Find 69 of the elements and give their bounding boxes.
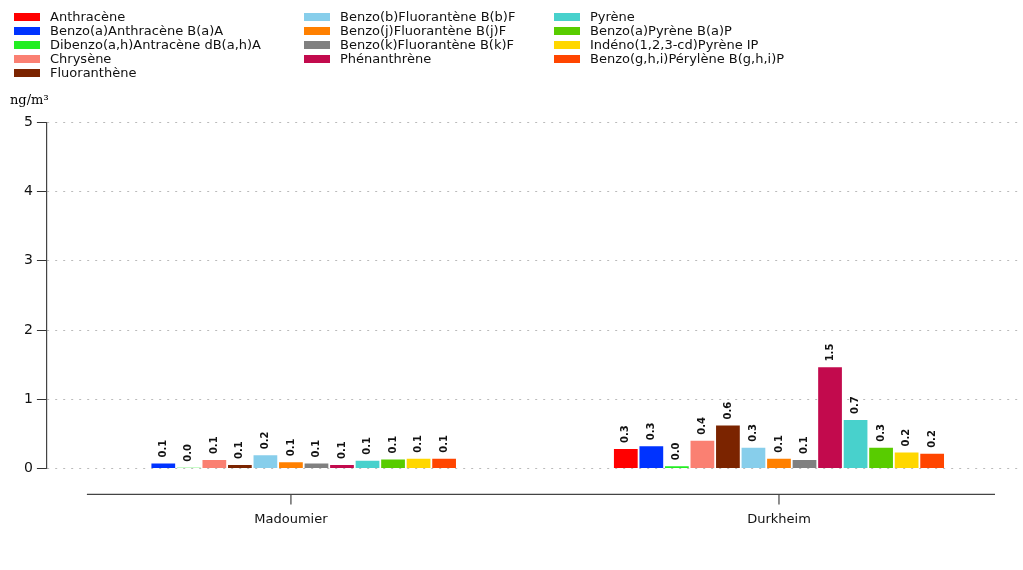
y-axis-title: ng/m³ <box>10 92 49 107</box>
data-label: 0.2 <box>900 428 912 447</box>
bar <box>741 447 766 468</box>
data-label: 1.5 <box>823 343 835 362</box>
bar <box>716 425 740 468</box>
data-label: 0.1 <box>798 436 810 455</box>
bar <box>202 460 227 468</box>
bar <box>381 459 405 468</box>
legend-label: Benzo(k)Fluorantène B(k)F <box>340 37 514 52</box>
bar <box>279 462 303 468</box>
bar <box>869 447 893 468</box>
data-label: 0.1 <box>361 437 373 455</box>
y-tick-label: 4 <box>23 182 33 199</box>
bar <box>432 458 456 468</box>
data-label: 0.3 <box>619 425 631 444</box>
legend-label: Chrysène <box>50 51 112 66</box>
data-label: 0.0 <box>182 443 194 462</box>
data-label: 0.3 <box>874 423 886 442</box>
data-label: 0.3 <box>644 422 656 441</box>
data-label: 0.0 <box>670 442 682 461</box>
data-label: 0.1 <box>156 439 168 458</box>
data-label: 0.3 <box>747 423 759 442</box>
data-label: 0.1 <box>310 439 322 458</box>
y-tick-label: 5 <box>23 113 33 130</box>
data-label: 0.2 <box>259 431 270 450</box>
legend-label: Benzo(b)Fluorantène B(b)F <box>340 9 516 24</box>
legend-label: Fluoranthène <box>50 65 137 80</box>
y-tick-label: 1 <box>23 389 33 406</box>
data-label: 0.1 <box>233 441 245 459</box>
data-label: 0.1 <box>437 434 449 453</box>
bar <box>406 458 431 468</box>
legend-label: Pyrène <box>590 9 635 24</box>
bar <box>767 458 791 468</box>
x-tick-label: Durkheim <box>747 510 811 526</box>
y-tick-label: 3 <box>23 251 33 268</box>
bar <box>690 440 715 468</box>
bar <box>613 449 638 468</box>
bar <box>639 446 664 468</box>
bar <box>792 460 817 468</box>
bar <box>818 367 842 468</box>
data-label: 0.1 <box>412 434 424 453</box>
legend-label: Benzo(a)Anthracène B(a)A <box>50 23 224 38</box>
data-label: 0.7 <box>849 396 861 414</box>
bar <box>253 455 278 468</box>
x-tick-label: Madoumier <box>254 510 329 526</box>
data-label: 0.2 <box>925 430 937 448</box>
bar <box>920 453 945 468</box>
legend-label: Benzo(g,h,i)Pérylène B(g,h,i)P <box>590 51 785 66</box>
y-tick-label: 0 <box>23 459 33 476</box>
legend-label: Dibenzo(a,h)Antracène dB(a,h)A <box>50 37 261 52</box>
legend-label: Phénanthrène <box>340 51 432 66</box>
data-label: 0.1 <box>335 441 347 459</box>
legend-label: Benzo(j)Fluorantène B(j)F <box>340 23 507 38</box>
data-label: 0.1 <box>386 435 398 454</box>
data-label: 0.1 <box>284 438 296 457</box>
data-label: 0.1 <box>772 434 784 453</box>
bar <box>355 460 380 468</box>
data-label: 0.4 <box>695 416 707 435</box>
bar <box>330 464 354 468</box>
legend-label: Anthracène <box>50 9 126 24</box>
legend-label: Indéno(1,2,3-cd)Pyrène IP <box>590 37 759 52</box>
bar <box>228 464 252 468</box>
y-tick-label: 2 <box>23 320 33 337</box>
bar <box>151 463 176 468</box>
data-label: 0.1 <box>207 436 219 455</box>
data-label: 0.6 <box>721 401 733 420</box>
legend-label: Benzo(a)Pyrène B(a)P <box>590 23 732 38</box>
bar <box>843 419 868 468</box>
bar <box>894 452 919 468</box>
